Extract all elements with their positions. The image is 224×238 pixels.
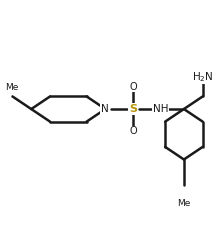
Text: O: O: [129, 82, 137, 92]
Text: NH: NH: [153, 104, 168, 114]
Text: N: N: [101, 104, 109, 114]
Text: H$_2$N: H$_2$N: [192, 70, 213, 84]
Text: S: S: [129, 104, 137, 114]
Text: Me: Me: [5, 83, 18, 92]
Text: Me: Me: [177, 198, 191, 208]
Text: O: O: [129, 126, 137, 136]
